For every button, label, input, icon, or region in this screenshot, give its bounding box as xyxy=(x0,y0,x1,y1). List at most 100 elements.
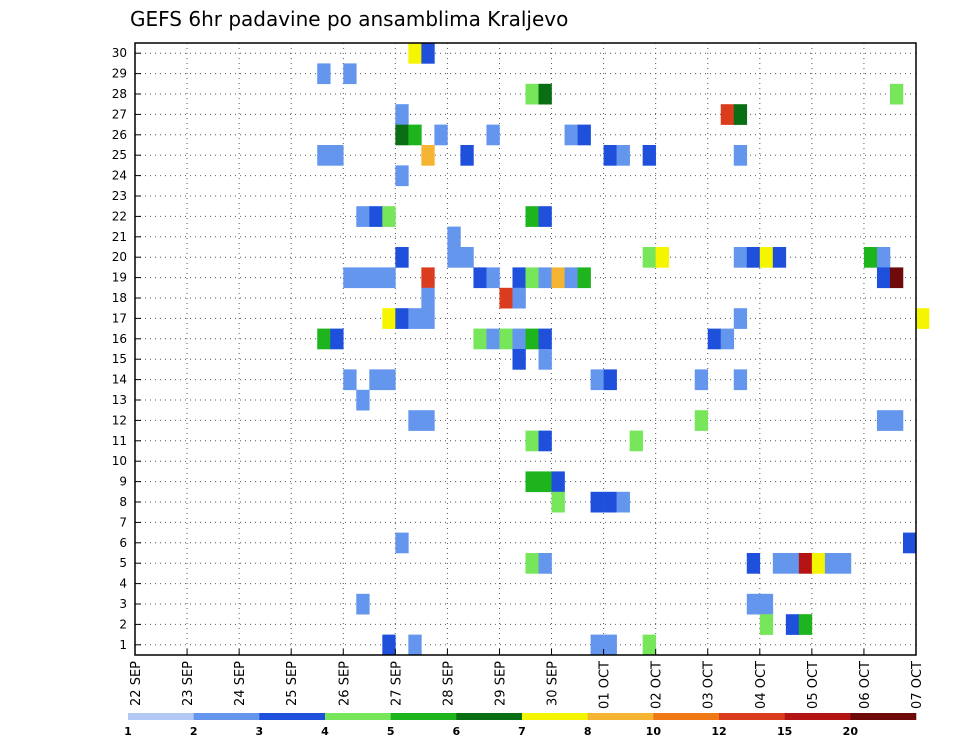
precip-cell xyxy=(525,328,539,350)
precip-cell xyxy=(447,247,461,268)
precip-cell xyxy=(759,247,774,268)
precip-cell xyxy=(733,247,748,268)
precip-cell xyxy=(525,471,539,493)
precip-cell xyxy=(538,206,552,227)
chart-title: GEFS 6hr padavine po ansamblima Kraljevo xyxy=(130,7,568,31)
precip-cell xyxy=(395,247,409,268)
precip-cell xyxy=(486,328,500,350)
y-tick-label: 9 xyxy=(119,475,127,489)
precip-cell xyxy=(343,267,357,289)
y-tick-label: 6 xyxy=(119,536,127,550)
y-tick-label: 30 xyxy=(112,46,127,60)
precip-cell xyxy=(382,308,396,329)
precip-cell xyxy=(798,614,813,635)
precip-cell xyxy=(876,247,891,268)
precip-cell xyxy=(551,267,565,289)
precip-cell xyxy=(733,145,748,166)
x-tick-label: 25 SEP xyxy=(285,661,300,706)
precip-cell xyxy=(421,267,435,289)
precip-cell xyxy=(746,247,761,268)
precip-cell xyxy=(642,247,656,268)
precip-cell xyxy=(694,369,709,391)
precip-cell xyxy=(499,287,513,309)
x-axis-ticks: 22 SEP 23 SEP 24 SEP 25 SEP 26 SEP 27 SEP 28 S… xyxy=(129,649,925,709)
x-tick-label: 01 OCT xyxy=(598,661,613,709)
precip-cell xyxy=(408,43,422,64)
precip-cell xyxy=(525,83,539,105)
precip-cell xyxy=(421,308,435,329)
precip-cell xyxy=(382,267,396,289)
precip-cell xyxy=(785,553,800,574)
precip-cell xyxy=(486,124,500,146)
precip-cell xyxy=(707,328,722,350)
precip-cell xyxy=(356,206,370,227)
precip-cell xyxy=(421,145,435,166)
precip-cell xyxy=(733,308,748,329)
precip-cell xyxy=(395,308,409,329)
y-tick-label: 12 xyxy=(112,413,127,427)
precip-cell xyxy=(837,553,852,574)
colorbar-segment xyxy=(719,713,785,720)
x-tick-label: 26 SEP xyxy=(337,661,352,706)
y-tick-label: 13 xyxy=(112,393,127,407)
precip-cell xyxy=(551,491,565,513)
precip-cell xyxy=(395,104,409,125)
precip-cell xyxy=(889,83,904,105)
precip-cell xyxy=(603,634,617,656)
colorbar-label: 4 xyxy=(321,725,329,738)
precip-cell xyxy=(512,328,526,350)
precip-cell xyxy=(720,328,735,350)
x-tick-label: 03 OCT xyxy=(702,661,717,709)
y-tick-label: 24 xyxy=(112,169,127,183)
precip-cell xyxy=(330,328,344,350)
precip-cell xyxy=(603,369,617,391)
precip-cell xyxy=(603,491,617,513)
y-tick-label: 21 xyxy=(112,230,127,244)
precip-cell xyxy=(863,247,878,268)
y-tick-label: 8 xyxy=(119,495,127,509)
precip-cell xyxy=(525,430,539,452)
precip-cell xyxy=(642,145,656,166)
precip-cell xyxy=(564,124,578,146)
precip-cell xyxy=(759,614,774,635)
precip-cell xyxy=(811,553,826,574)
precip-cell xyxy=(512,349,526,370)
y-tick-label: 17 xyxy=(112,311,127,325)
y-tick-label: 14 xyxy=(112,373,127,387)
precip-cell xyxy=(447,226,461,248)
precip-cell xyxy=(525,267,539,289)
y-tick-label: 7 xyxy=(119,515,127,529)
precip-cell xyxy=(343,63,357,85)
x-tick-label: 02 OCT xyxy=(650,661,665,709)
precip-cell xyxy=(876,410,891,431)
precip-cell xyxy=(525,553,539,574)
y-tick-label: 5 xyxy=(119,556,127,570)
precip-cell xyxy=(382,634,396,656)
colorbar-label: 3 xyxy=(256,725,264,738)
precip-cell xyxy=(746,593,761,615)
precip-cell xyxy=(395,124,409,146)
precip-cell xyxy=(421,410,435,431)
precip-cell xyxy=(889,267,904,289)
precip-cell xyxy=(902,532,917,554)
precip-cell xyxy=(512,287,526,309)
precip-cell xyxy=(525,206,539,227)
y-tick-label: 11 xyxy=(112,434,127,448)
colorbar-label: 20 xyxy=(843,725,859,738)
precip-cell xyxy=(460,247,474,268)
precip-cell xyxy=(824,553,839,574)
precip-cell xyxy=(382,206,396,227)
x-tick-label: 06 OCT xyxy=(858,661,873,709)
precip-cell xyxy=(733,104,748,125)
precip-cell xyxy=(317,145,331,166)
colorbar-label: 15 xyxy=(777,725,792,738)
colorbar-segment xyxy=(325,713,391,720)
precip-cell xyxy=(369,206,383,227)
plot-frame xyxy=(134,42,917,656)
x-tick-label: 28 SEP xyxy=(441,661,456,706)
y-tick-label: 10 xyxy=(112,454,127,468)
precip-cell xyxy=(538,430,552,452)
colorbar-label: 1 xyxy=(124,725,132,738)
colorbar-segment xyxy=(850,713,917,720)
